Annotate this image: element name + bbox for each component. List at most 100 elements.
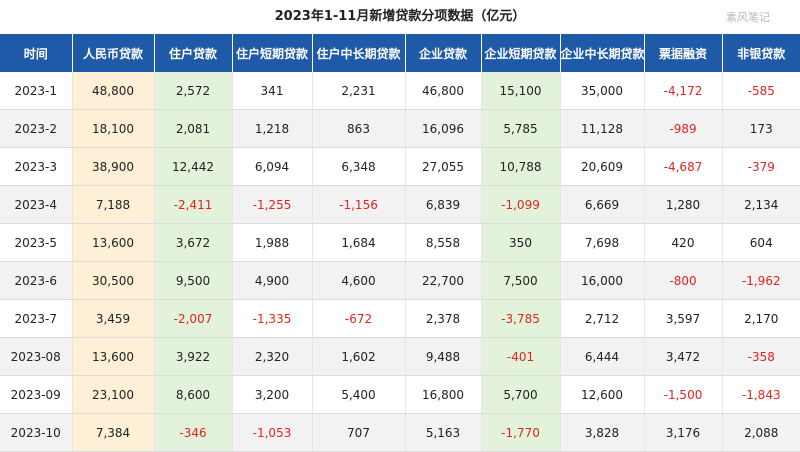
cell-corporate-loans: 46,800 — [405, 72, 482, 110]
cell-household-loans: 2,081 — [154, 109, 233, 148]
cell-bill-financing: 3,597 — [644, 299, 723, 338]
cell-household-loans: 3,922 — [154, 337, 233, 376]
cell-bill-financing: -800 — [644, 261, 723, 300]
cell-household-long: 863 — [312, 109, 406, 148]
cell-household-loans: 2,572 — [154, 72, 233, 110]
cell-household-long: 4,600 — [312, 261, 406, 300]
cell-corporate-loans: 9,488 — [405, 337, 482, 376]
table-row: 2023-08 13,600 3,922 2,320 1,602 9,488 -401 6,4… — [0, 337, 800, 376]
cell-corporate-long: 7,698 — [560, 223, 645, 262]
cell-bill-financing: -4,172 — [644, 72, 723, 110]
cell-corporate-long: 11,128 — [560, 109, 645, 148]
cell-household-short: 4,900 — [232, 261, 313, 300]
cell-nonbank-loans: -1,962 — [722, 261, 800, 300]
cell-household-short: 3,200 — [232, 375, 313, 414]
cell-rmb-loans: 7,188 — [72, 185, 155, 224]
watermark: 素风笔记 — [726, 11, 770, 24]
cell-nonbank-loans: 173 — [722, 109, 800, 148]
cell-household-loans: 8,600 — [154, 375, 233, 414]
cell-bill-financing: -989 — [644, 109, 723, 148]
cell-nonbank-loans: 2,134 — [722, 185, 800, 224]
cell-time: 2023-10 — [0, 413, 73, 452]
cell-corporate-short: 5,700 — [481, 375, 561, 414]
header-rmb-loans: 人民币贷款 — [72, 34, 155, 72]
cell-time: 2023-4 — [0, 185, 73, 224]
cell-corporate-short: 10,788 — [481, 147, 561, 186]
cell-time: 2023-6 — [0, 261, 73, 300]
cell-corporate-short: -1,099 — [481, 185, 561, 224]
header-household-short: 住户短期贷款 — [232, 34, 313, 72]
cell-household-long: 5,400 — [312, 375, 406, 414]
cell-nonbank-loans: 2,088 — [722, 413, 800, 452]
table-row: 2023-10 7,384 -346 -1,053 707 5,163 -1,770 3,82… — [0, 413, 800, 452]
cell-household-loans: -346 — [154, 413, 233, 452]
table-row: 2023-2 18,100 2,081 1,218 863 16,096 5,785 11,1… — [0, 109, 800, 148]
cell-time: 2023-2 — [0, 109, 73, 148]
table-row: 2023-5 13,600 3,672 1,988 1,684 8,558 350 7,698… — [0, 223, 800, 262]
header-corporate-short: 企业短期贷款 — [481, 34, 561, 72]
cell-corporate-long: 16,000 — [560, 261, 645, 300]
cell-time: 2023-3 — [0, 147, 73, 186]
cell-bill-financing: 3,472 — [644, 337, 723, 376]
cell-household-short: -1,335 — [232, 299, 313, 338]
cell-time: 2023-5 — [0, 223, 73, 262]
cell-corporate-long: 35,000 — [560, 72, 645, 110]
cell-nonbank-loans: -585 — [722, 72, 800, 110]
cell-corporate-loans: 6,839 — [405, 185, 482, 224]
cell-corporate-short: 7,500 — [481, 261, 561, 300]
cell-corporate-loans: 8,558 — [405, 223, 482, 262]
table-row: 2023-4 7,188 -2,411 -1,255 -1,156 6,839 -1,099… — [0, 185, 800, 224]
header-nonbank-loans: 非银贷款 — [722, 34, 800, 72]
cell-corporate-long: 3,828 — [560, 413, 645, 452]
cell-household-loans: -2,007 — [154, 299, 233, 338]
cell-bill-financing: -4,687 — [644, 147, 723, 186]
cell-household-short: 1,988 — [232, 223, 313, 262]
cell-household-short: 1,218 — [232, 109, 313, 148]
cell-nonbank-loans: -1,843 — [722, 375, 800, 414]
cell-nonbank-loans: -358 — [722, 337, 800, 376]
cell-corporate-loans: 5,163 — [405, 413, 482, 452]
cell-household-long: 2,231 — [312, 72, 406, 110]
cell-household-short: 341 — [232, 72, 313, 110]
header-household-long: 住户中长期贷款 — [312, 34, 406, 72]
cell-rmb-loans: 38,900 — [72, 147, 155, 186]
cell-nonbank-loans: -379 — [722, 147, 800, 186]
cell-corporate-short: -1,770 — [481, 413, 561, 452]
cell-corporate-short: 15,100 — [481, 72, 561, 110]
cell-corporate-loans: 22,700 — [405, 261, 482, 300]
cell-household-loans: 3,672 — [154, 223, 233, 262]
cell-household-loans: 9,500 — [154, 261, 233, 300]
table-row: 2023-3 38,900 12,442 6,094 6,348 27,055 10,788… — [0, 147, 800, 186]
cell-corporate-short: -401 — [481, 337, 561, 376]
table-row: 2023-1 48,800 2,572 341 2,231 46,800 15,100 35,… — [0, 72, 800, 110]
cell-corporate-long: 12,600 — [560, 375, 645, 414]
cell-household-loans: -2,411 — [154, 185, 233, 224]
cell-household-loans: 12,442 — [154, 147, 233, 186]
header-corporate-loans: 企业贷款 — [405, 34, 482, 72]
header-bill-financing: 票据融资 — [644, 34, 723, 72]
cell-household-long: -1,156 — [312, 185, 406, 224]
cell-corporate-long: 6,444 — [560, 337, 645, 376]
loan-data-table: 时间 人民币贷款 住户贷款 住户短期贷款 住户中长期贷款 企业贷款 企业短期贷款… — [0, 34, 800, 452]
header-household-loans: 住户贷款 — [154, 34, 233, 72]
cell-time: 2023-09 — [0, 375, 73, 414]
cell-corporate-short: 5,785 — [481, 109, 561, 148]
cell-corporate-long: 20,609 — [560, 147, 645, 186]
header-time: 时间 — [0, 34, 73, 72]
cell-corporate-loans: 2,378 — [405, 299, 482, 338]
cell-rmb-loans: 13,600 — [72, 337, 155, 376]
cell-rmb-loans: 48,800 — [72, 72, 155, 110]
cell-bill-financing: 3,176 — [644, 413, 723, 452]
cell-corporate-short: -3,785 — [481, 299, 561, 338]
cell-nonbank-loans: 2,170 — [722, 299, 800, 338]
cell-corporate-short: 350 — [481, 223, 561, 262]
cell-time: 2023-1 — [0, 72, 73, 110]
table-row: 2023-09 23,100 8,600 3,200 5,400 16,800 5,700 1… — [0, 375, 800, 414]
header-corporate-long: 企业中长期贷款 — [560, 34, 645, 72]
cell-bill-financing: 420 — [644, 223, 723, 262]
cell-corporate-long: 2,712 — [560, 299, 645, 338]
cell-household-short: 2,320 — [232, 337, 313, 376]
cell-household-long: 6,348 — [312, 147, 406, 186]
cell-corporate-loans: 27,055 — [405, 147, 482, 186]
header-row: 时间 人民币贷款 住户贷款 住户短期贷款 住户中长期贷款 企业贷款 企业短期贷款… — [0, 34, 800, 72]
